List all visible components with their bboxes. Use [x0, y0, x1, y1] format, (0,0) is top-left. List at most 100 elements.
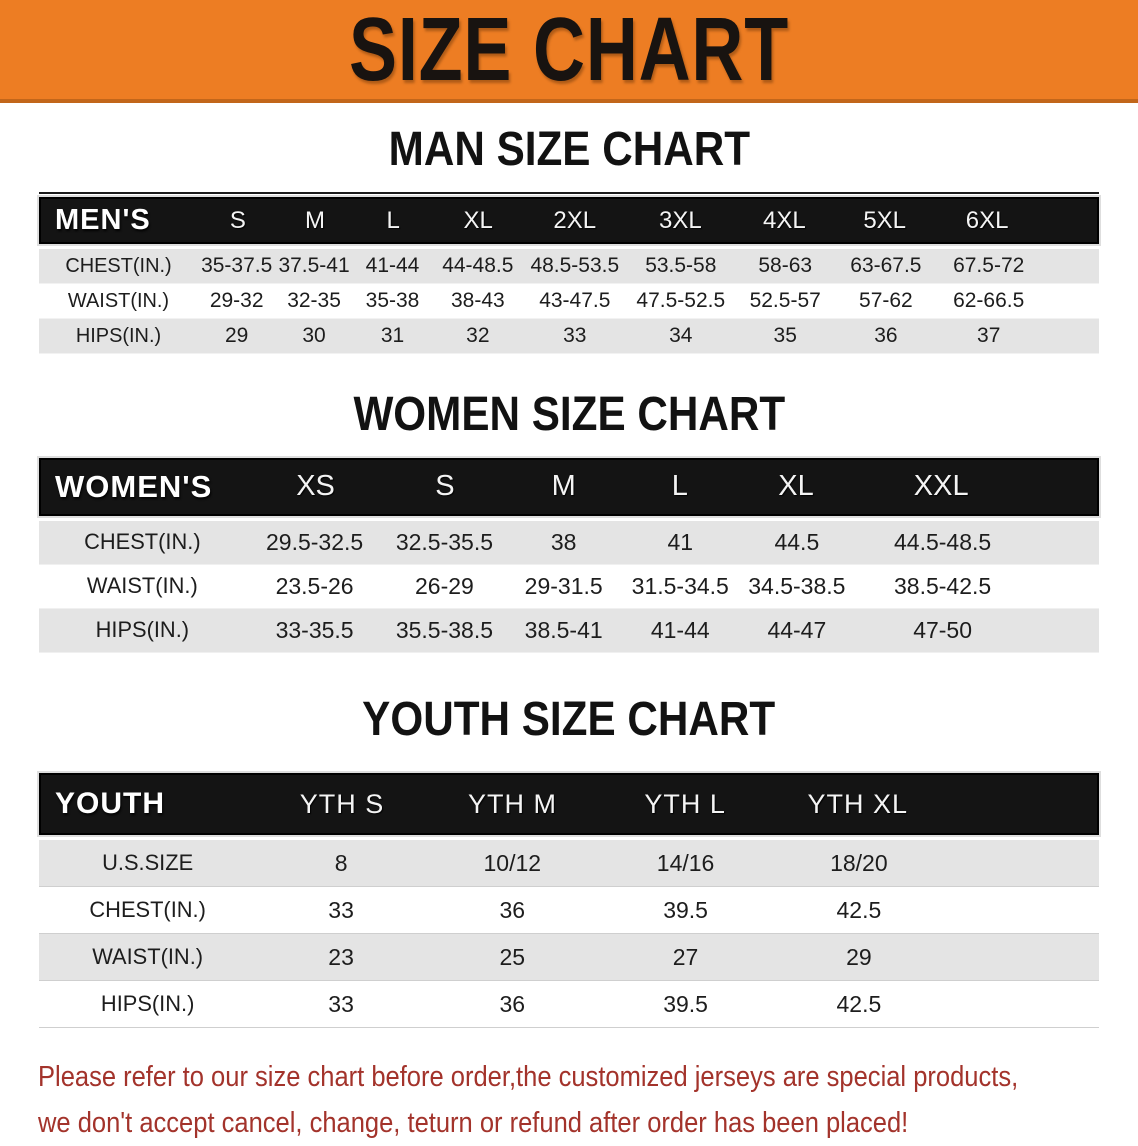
youth-section-heading: YOUTH SIZE CHART: [0, 692, 1138, 746]
size-value: 35-37.5: [201, 254, 273, 278]
size-value: 33: [328, 990, 354, 1017]
youth-header-label: YOUTH: [55, 787, 165, 821]
youth-heading-text: YOUTH SIZE CHART: [362, 692, 776, 746]
size-value: 30: [302, 324, 326, 348]
size-value: 63-67.5: [850, 254, 922, 278]
size-value: 47-50: [913, 616, 973, 643]
size-value: 34.5-38.5: [748, 572, 846, 599]
size-value: 41-44: [650, 616, 710, 643]
youth-size-col: YTH M: [467, 788, 557, 819]
women-heading-text: WOMEN SIZE CHART: [353, 388, 785, 442]
size-value: 53.5-58: [645, 254, 717, 278]
size-value: 42.5: [836, 896, 882, 923]
size-value: 35-38: [365, 289, 420, 313]
measure-label: WAIST(IN.): [86, 573, 198, 599]
size-value: 44-47: [767, 616, 827, 643]
size-value: 29: [225, 324, 249, 348]
size-value: 62-66.5: [953, 289, 1025, 313]
women-size-table: WOMEN'S XS S M L XL XXL CHEST(IN.) 29.5-…: [39, 457, 1099, 653]
men-hips-row: HIPS(IN.) 29 30 31 32 33 34 35 36 37: [39, 319, 1099, 355]
women-chest-row: CHEST(IN.) 29.5-32.5 32.5-35.5 38 41 44.…: [39, 520, 1099, 565]
women-size-col: XS: [296, 470, 335, 503]
size-value: 33: [328, 896, 354, 923]
men-size-col: 5XL: [863, 206, 907, 234]
size-value: 41: [667, 528, 694, 555]
men-heading-text: MAN SIZE CHART: [388, 123, 750, 176]
men-table-body: CHEST(IN.) 35-37.5 37.5-41 41-44 44-48.5…: [39, 249, 1099, 355]
size-value: 44-48.5: [442, 254, 514, 278]
size-value: 42.5: [836, 990, 882, 1017]
men-size-col: L: [386, 206, 400, 234]
size-value: 37.5-41: [278, 254, 350, 278]
measure-label: WAIST(IN.): [92, 944, 204, 970]
youth-table-body: U.S.SIZE 8 10/12 14/16 18/20 CHEST(IN.) …: [39, 840, 1099, 1029]
size-value: 36: [499, 896, 526, 923]
size-value: 35: [773, 324, 797, 348]
youth-hips-row: HIPS(IN.) 33 36 39.5 42.5: [39, 981, 1099, 1029]
order-policy-note: Please refer to our size chart before or…: [38, 1054, 1138, 1146]
size-value: 44.5: [774, 528, 820, 555]
size-value: 36: [874, 324, 898, 348]
size-value: 38: [550, 528, 577, 555]
size-value: 23.5-26: [275, 572, 354, 599]
size-value: 34: [669, 324, 693, 348]
women-table-header-row: WOMEN'S XS S M L XL XXL: [39, 457, 1099, 516]
men-table-header-row: MEN'S S M L XL 2XL 3XL 4XL 5XL 6XL: [39, 197, 1099, 245]
youth-size-table: YOUTH YTH S YTH M YTH L YTH XL U.S.SIZE …: [39, 773, 1099, 1029]
size-value: 32.5-35.5: [395, 528, 494, 555]
men-header-label: MEN'S: [55, 204, 151, 237]
size-value: 39.5: [663, 990, 708, 1017]
youth-waist-row: WAIST(IN.) 23 25 27 29: [39, 934, 1099, 982]
banner-title: SIZE CHART: [349, 0, 789, 100]
size-value: 10/12: [483, 849, 542, 876]
size-value: 33-35.5: [275, 616, 354, 643]
women-size-col: XL: [778, 470, 814, 503]
size-value: 32: [466, 324, 490, 348]
measure-label: CHEST(IN.): [84, 529, 201, 555]
youth-table-header-row: YOUTH YTH S YTH M YTH L YTH XL: [39, 773, 1099, 836]
size-value: 33: [563, 324, 587, 348]
youth-size-col: YTH XL: [807, 788, 909, 819]
men-size-col: M: [305, 206, 325, 234]
women-size-col: L: [671, 470, 688, 503]
size-value: 27: [672, 943, 699, 970]
size-value: 29.5-32.5: [265, 528, 364, 555]
size-value: 23: [328, 943, 354, 970]
women-size-col: XXL: [913, 470, 969, 503]
size-value: 31.5-34.5: [631, 572, 729, 599]
men-size-col: S: [229, 206, 246, 234]
size-value: 18/20: [830, 849, 888, 876]
men-section-heading: MAN SIZE CHART: [0, 123, 1138, 176]
women-size-col: M: [551, 470, 576, 503]
size-value: 31: [380, 324, 405, 348]
men-size-col: 2XL: [553, 206, 597, 234]
youth-size-col: YTH L: [644, 788, 726, 819]
size-value: 32-35: [287, 289, 341, 313]
size-chart-banner: SIZE CHART: [0, 0, 1138, 103]
size-value: 8: [334, 849, 348, 876]
size-value: 38.5-41: [524, 616, 603, 643]
measure-label: WAIST(IN.): [67, 289, 170, 312]
size-value: 38.5-42.5: [894, 572, 992, 599]
size-value: 35.5-38.5: [395, 616, 494, 643]
size-value: 44.5-48.5: [894, 528, 992, 555]
size-value: 57-62: [859, 289, 913, 313]
men-size-col: 6XL: [965, 206, 1009, 234]
size-value: 48.5-53.5: [530, 254, 620, 278]
size-value: 67.5-72: [953, 254, 1025, 278]
men-size-col: 4XL: [763, 206, 806, 234]
size-value: 43-47.5: [539, 289, 611, 313]
men-size-col: 3XL: [659, 206, 702, 234]
measure-label: HIPS(IN.): [75, 324, 162, 347]
policy-line-1: Please refer to our size chart before or…: [38, 1061, 1019, 1094]
women-section-heading: WOMEN SIZE CHART: [0, 388, 1138, 442]
size-value: 39.5: [663, 896, 708, 923]
size-value: 25: [499, 943, 526, 970]
men-size-table: MEN'S S M L XL 2XL 3XL 4XL 5XL 6XL CHEST…: [39, 192, 1099, 355]
size-value: 29-32: [209, 289, 264, 313]
size-value: 37: [977, 324, 1001, 348]
youth-size-col: YTH S: [299, 788, 385, 819]
women-hips-row: HIPS(IN.) 33-35.5 35.5-38.5 38.5-41 41-4…: [39, 608, 1099, 653]
size-value: 38-43: [450, 289, 505, 313]
measure-label: CHEST(IN.): [65, 254, 172, 277]
